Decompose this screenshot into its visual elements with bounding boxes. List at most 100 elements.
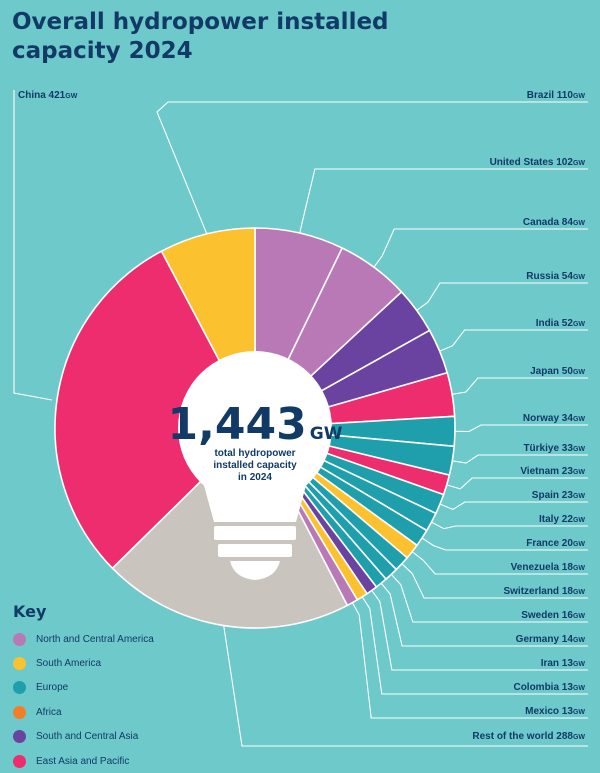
label-turkiye: Türkiye 33GW [523, 443, 585, 454]
label-sweden: Sweden 16GW [521, 610, 585, 621]
label-venezuela: Venezuela 18GW [511, 562, 586, 573]
connector-brazil [156, 101, 588, 235]
legend-label: East Asia and Pacific [36, 755, 130, 767]
label-italy: Italy 22GW [539, 514, 585, 525]
legend-items: North and Central America South America Eu… [13, 627, 154, 773]
label-unit: GW [573, 709, 585, 716]
center-caption-line: total hydropower [214, 448, 295, 459]
legend-label: Europe [36, 682, 69, 694]
label-unit: GW [573, 274, 585, 281]
legend-swatch [13, 657, 26, 671]
label-unit: GW [573, 160, 585, 167]
label-unit: GW [573, 637, 585, 644]
connector-france [421, 537, 588, 551]
connector-japan [452, 377, 588, 395]
center-caption-line: in 2024 [238, 472, 272, 483]
label-switzerland: Switzerland 18GW [503, 586, 585, 597]
connector-colombia [361, 596, 588, 695]
connector-united-states [299, 168, 588, 234]
label-germany: Germany 14GW [516, 634, 586, 645]
label-unit: GW [573, 369, 585, 376]
legend-title: Key [13, 602, 47, 621]
connector-spain [439, 501, 588, 511]
legend-swatch [13, 705, 26, 719]
connector-germany [380, 582, 588, 647]
connector-norway [454, 424, 588, 433]
label-mexico: Mexico 13GW [525, 706, 585, 717]
label-unit: GW [573, 469, 585, 476]
center-value-number: 1,443 [168, 399, 307, 450]
bulb-glass [178, 351, 332, 505]
label-unit: GW [573, 734, 585, 741]
label-vietnam: Vietnam 23GW [520, 466, 585, 477]
pie-slice-china [54, 250, 256, 570]
connector-venezuela [411, 551, 588, 575]
connector-italy [431, 521, 588, 530]
label-unit: GW [573, 321, 585, 328]
connector-india [439, 329, 588, 352]
label-unit: GW [573, 446, 585, 453]
label-unit: GW [573, 589, 585, 596]
label-united-states: United States 102GW [490, 157, 586, 168]
label-rest-of-the-world: Rest of the world 288GW [472, 731, 585, 742]
slice-labels: China 421GW Brazil 110GW United States 102… [18, 90, 585, 742]
label-norway: Norway 34GW [523, 413, 585, 424]
connector-sweden [390, 574, 588, 623]
legend-label: South and Central Asia [36, 731, 139, 743]
legend-label: Africa [36, 706, 62, 718]
label-india: India 52GW [536, 318, 586, 329]
label-russia: Russia 54GW [526, 271, 585, 282]
connector-canada [373, 228, 588, 268]
connector-switzerland [401, 563, 588, 599]
legend-item-south-and-central-asia: South and Central Asia [13, 725, 154, 749]
label-canada: Canada 84GW [523, 217, 585, 228]
bulb-tip [230, 561, 280, 580]
label-unit: GW [573, 565, 585, 572]
legend-item-europe: Europe [13, 676, 154, 700]
label-unit: GW [573, 613, 585, 620]
connector-turkiye [452, 454, 588, 464]
label-unit: GW [573, 517, 585, 524]
label-unit: GW [573, 685, 585, 692]
label-brazil: Brazil 110GW [527, 90, 586, 101]
label-spain: Spain 23GW [532, 490, 586, 501]
label-unit: GW [573, 661, 585, 668]
bulb-base-ring-1 [214, 526, 296, 540]
connector-mexico [351, 602, 588, 719]
label-connectors [13, 90, 588, 747]
legend-item-east-asia-and-pacific: East Asia and Pacific [13, 749, 154, 773]
legend-label: South America [36, 658, 102, 670]
legend-swatch [13, 681, 26, 695]
legend-label: North and Central America [36, 633, 154, 645]
center-value-unit: GW [310, 424, 343, 444]
bulb-neck [203, 482, 307, 522]
label-unit: GW [65, 93, 77, 100]
connector-vietnam [446, 477, 588, 490]
label-colombia: Colombia 13GW [513, 682, 585, 693]
label-japan: Japan 50GW [530, 366, 585, 377]
legend-swatch [13, 730, 26, 744]
lightbulb-icon [178, 351, 332, 580]
connector-russia [416, 282, 588, 311]
label-unit: GW [573, 541, 585, 548]
connector-china [13, 90, 53, 401]
label-unit: GW [573, 93, 585, 100]
connector-iran [371, 590, 588, 671]
connector-rest-of-the-world [223, 625, 588, 747]
legend-item-north-and-central-america: North and Central America [13, 627, 154, 651]
legend-item-africa: Africa [13, 700, 154, 724]
center-caption-line: installed capacity [213, 460, 297, 471]
label-unit: GW [573, 220, 585, 227]
label-china: China 421GW [18, 90, 78, 101]
label-france: France 20GW [526, 538, 585, 549]
center-value: 1,443 GW [168, 399, 343, 450]
label-iran: Iran 13GW [541, 658, 586, 669]
bulb-base-ring-2 [218, 544, 292, 557]
legend-swatch [13, 632, 26, 646]
label-unit: GW [573, 493, 585, 500]
label-unit: GW [573, 416, 585, 423]
legend: Key North and Central America South Ameri… [13, 602, 154, 773]
chart-title: Overall hydropower installed capacity 20… [12, 9, 389, 64]
